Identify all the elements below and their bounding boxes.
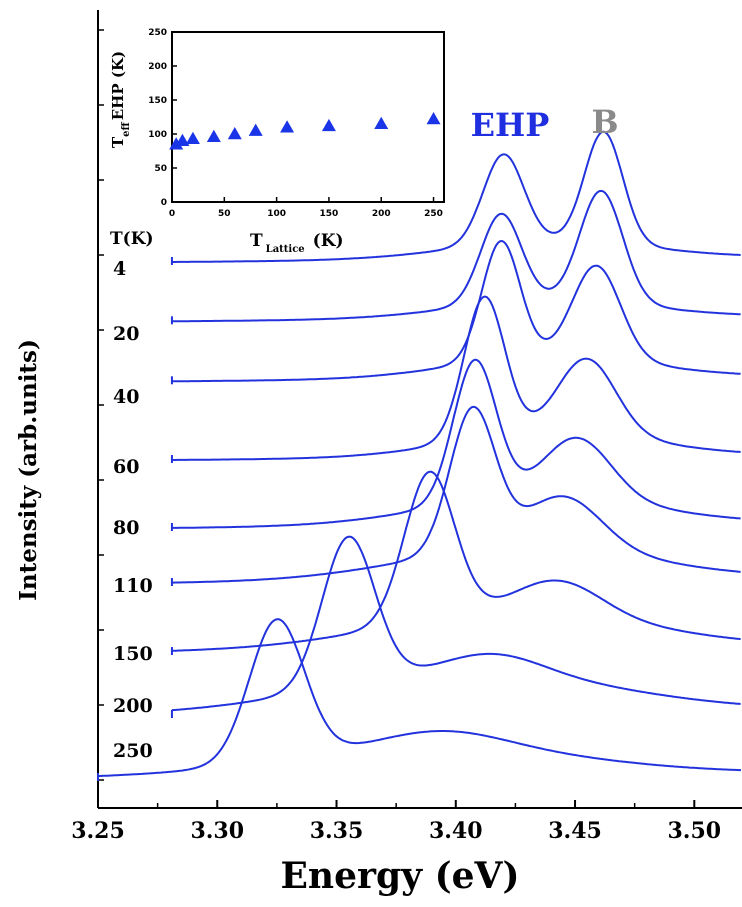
- inset-y-tick-label: 100: [148, 130, 167, 140]
- spectrum-line-150: [171, 470, 741, 652]
- temperature-labels: T(K) 4 20 40 60 80 110 150 200 250: [110, 229, 154, 762]
- spectrum-line-60: [171, 295, 741, 461]
- spectrum-line-4: [171, 130, 741, 263]
- inset-data-point: [227, 127, 242, 140]
- peak-label-b: B: [591, 103, 618, 141]
- inset-x-tick-label: 200: [372, 209, 391, 219]
- temperature-header: T(K): [110, 229, 154, 249]
- inset-data-point: [280, 120, 295, 133]
- x-tick-labels: 3.25 3.30 3.35 3.40 3.45 3.50: [71, 818, 721, 844]
- x-axis-title: Energy (eV): [280, 855, 519, 897]
- temperature-label: 110: [113, 575, 153, 597]
- x-tick-label: 3.35: [310, 818, 364, 844]
- x-tick-label: 3.45: [548, 818, 602, 844]
- inset-chart: 0 50 100 150 200 250 0 50 100 150 200 250 TeffEHP (…: [109, 28, 445, 255]
- spectra-series: [97, 130, 741, 781]
- inset-y-tick-label: 0: [161, 198, 167, 208]
- peak-label-ehp: EHP: [471, 106, 550, 144]
- inset-data-point: [426, 112, 441, 125]
- x-tick-label: 3.25: [71, 818, 125, 844]
- inset-data-point: [206, 129, 221, 142]
- temperature-label: 40: [113, 386, 139, 408]
- inset-data-point: [169, 137, 184, 150]
- inset-data-point: [248, 123, 263, 136]
- inset-ticks: 0 50 100 150 200 250 0 50 100 150 200 250: [148, 28, 443, 219]
- inset-x-tick-label: 250: [424, 209, 443, 219]
- x-ticks: [97, 29, 696, 808]
- temperature-label: 80: [113, 517, 139, 539]
- inset-x-tick-label: 0: [169, 209, 175, 219]
- temperature-label: 250: [113, 740, 153, 762]
- inset-x-tick-label: 150: [320, 209, 339, 219]
- inset-x-axis-title: T Lattice (K): [250, 231, 344, 255]
- inset-data-point: [374, 116, 389, 130]
- spectrum-line-200: [171, 535, 741, 712]
- spectrum-line-20: [171, 189, 741, 323]
- x-tick-label: 3.40: [429, 818, 483, 844]
- temperature-label: 20: [113, 323, 139, 345]
- inset-x-tick-label: 100: [267, 209, 286, 219]
- spectrum-line-110: [171, 405, 741, 584]
- temperature-label: 4: [113, 258, 126, 280]
- inset-x-tick-label: 50: [218, 209, 231, 219]
- x-tick-label: 3.50: [667, 818, 721, 844]
- y-axis-title: Intensity (arb.units): [15, 339, 42, 601]
- temperature-label: 150: [113, 643, 153, 665]
- inset-y-axis-title: TeffEHP (K): [109, 51, 132, 148]
- inset-frame: [171, 31, 445, 203]
- inset-data-point: [321, 118, 336, 132]
- inset-data-point: [175, 133, 190, 147]
- temperature-label: 60: [113, 456, 139, 478]
- inset-points: [169, 112, 441, 150]
- spectrum-line-40: [171, 239, 741, 383]
- spectrum-line-80: [171, 358, 741, 529]
- main-axes: 3.25 3.30 3.35 3.40 3.45 3.50 Energy (eV) Int…: [15, 10, 742, 897]
- inset-data-point: [185, 131, 200, 145]
- inset-y-tick-label: 50: [154, 164, 167, 174]
- inset-y-tick-label: 150: [148, 96, 167, 106]
- x-tick-label: 3.30: [190, 818, 244, 844]
- spectrum-line-250: [97, 618, 741, 778]
- temperature-label: 200: [113, 695, 153, 717]
- inset-y-tick-label: 250: [148, 28, 167, 38]
- inset-y-tick-label: 200: [148, 62, 167, 72]
